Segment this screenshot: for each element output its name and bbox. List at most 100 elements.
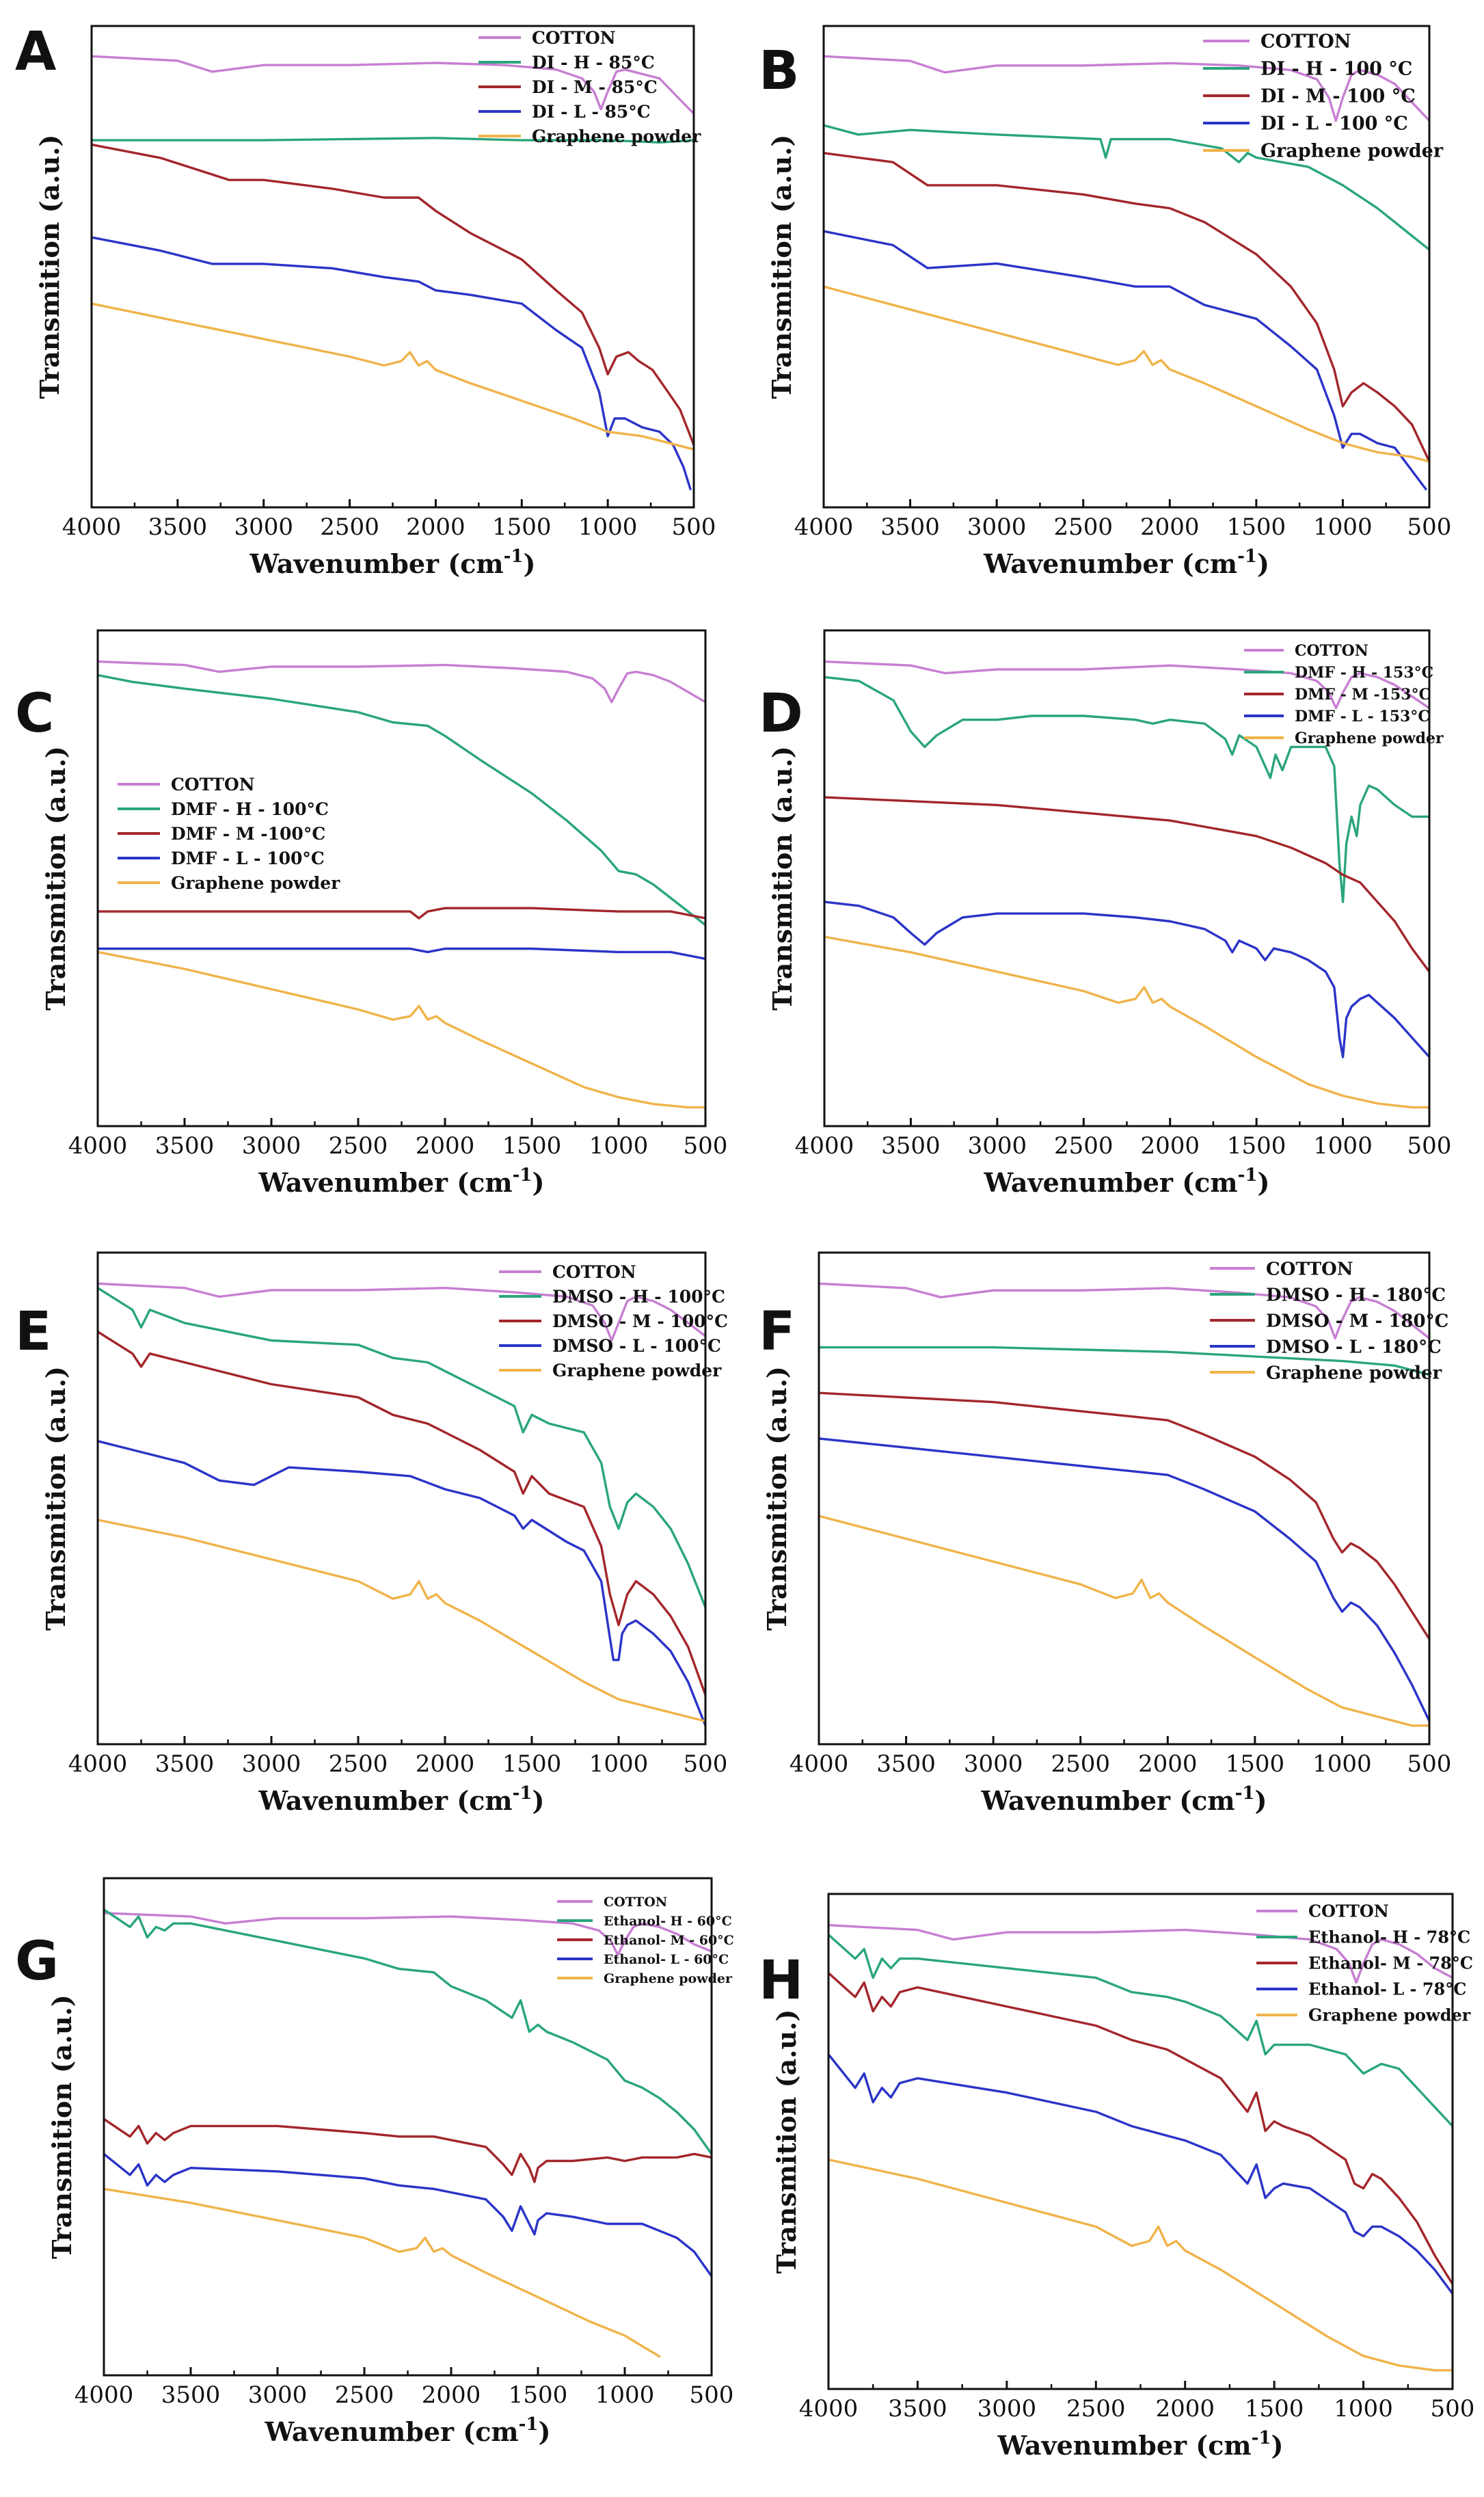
legend-label-graphene: Graphene powder [171, 873, 340, 893]
legend-label-high: Ethanol- H - 78°C [1308, 1927, 1470, 1947]
series-line-high [98, 673, 705, 926]
series-line-high [98, 1287, 705, 1609]
panel-letter: E [15, 1301, 51, 1363]
legend-label-high: DMF - H - 100°C [171, 799, 329, 819]
series-line-medium [98, 907, 705, 920]
x-tick-label: 1500 [1226, 1750, 1285, 1778]
panel-b: B 4000 3500 3000 2500 2000 1500 1000 500 Wavenumb… [759, 25, 1452, 579]
panel-c: C 4000 3500 3000 2500 2000 1500 1000 500 Wavenumb… [15, 629, 727, 1198]
x-axis-title: Wavenumber (cm-1) [258, 1783, 545, 1816]
x-axis-title-superscript: -1 [1252, 2428, 1271, 2448]
legend-label-medium: DI - M - 100 °C [1260, 86, 1416, 107]
legend-label-graphene: Graphene powder [604, 1971, 733, 1986]
panel-a: A 4000 3500 3000 2500 2000 1500 1000 500 Wavenumb… [15, 21, 716, 579]
legend-label-high: DMF - H - 153°C [1295, 664, 1433, 682]
legend: COTTON DMSO - H - 180°C DMSO - M - 180°C DM… [1210, 1259, 1448, 1383]
x-axis-title-superscript: -1 [1237, 546, 1257, 567]
x-axis-title: Wavenumber (cm-1) [997, 2428, 1284, 2461]
x-tick-label: 1000 [1312, 1750, 1372, 1778]
plot-area [819, 1282, 1429, 1727]
x-axis-title-text: Wavenumber (cm [249, 548, 504, 579]
legend-label-cotton: COTTON [1266, 1259, 1353, 1279]
x-axis-title-text: Wavenumber (cm [258, 1785, 513, 1816]
x-axis-title-text: Wavenumber (cm [258, 1167, 513, 1198]
x-axis-title-end: ) [532, 1167, 544, 1198]
plot-area [828, 1923, 1453, 2372]
x-tick-label: 4000 [794, 513, 854, 541]
legend-label-medium: DMF - M -100°C [171, 824, 325, 844]
legend-label-high: DI - H - 85°C [532, 53, 655, 72]
x-tick-label: 2000 [1140, 513, 1200, 541]
x-tick-label: 500 [684, 1750, 728, 1778]
legend-label-high: DMSO - H - 180°C [1266, 1285, 1446, 1305]
x-tick-label: 2500 [335, 2381, 394, 2409]
x-tick-label: 2500 [320, 513, 379, 541]
x-tick-label: 3500 [161, 2381, 221, 2409]
x-axis-title-superscript: -1 [1238, 1165, 1258, 1186]
y-axis-title: Transmition (a.u.) [766, 135, 797, 399]
panel-letter: D [759, 683, 803, 745]
series-line-medium [104, 2118, 712, 2183]
x-tick-label: 3500 [880, 513, 940, 541]
panel-letter: H [759, 1950, 803, 2012]
legend-label-medium: DMF - M -153°C [1295, 686, 1431, 704]
x-tick-label: 1000 [1313, 1132, 1373, 1160]
series-line-low [98, 947, 705, 960]
x-tick-label: 1500 [492, 513, 552, 541]
x-axis-title-text: Wavenumber (cm [983, 548, 1237, 579]
y-axis-title: Transmition (a.u.) [40, 1366, 71, 1631]
series-line-high [104, 1908, 712, 2155]
x-tick-label: 2500 [1053, 513, 1113, 541]
x-tick-label: 4000 [795, 1132, 854, 1160]
series-line-low [92, 236, 692, 491]
legend-label-cotton: COTTON [1260, 31, 1351, 53]
series-line-cotton [104, 1912, 712, 1956]
series-line-high [819, 1346, 1429, 1376]
legend-label-high: Ethanol- H - 60°C [604, 1914, 732, 1929]
x-tick-label: 500 [1407, 513, 1452, 541]
x-tick-label: 3000 [248, 2381, 308, 2409]
plot-area [104, 1908, 712, 2358]
x-tick-label: 3500 [155, 1132, 215, 1160]
legend: COTTON DMF - H - 100°C DMF - M -100°C DMF -… [118, 775, 340, 893]
x-tick-label: 2500 [329, 1132, 388, 1160]
x-tick-label: 3500 [876, 1750, 936, 1778]
x-tick-label: 2000 [1138, 1750, 1198, 1778]
legend-label-cotton: COTTON [552, 1262, 636, 1282]
x-tick-label: 1500 [502, 1750, 562, 1778]
x-tick-label: 4000 [68, 1750, 128, 1778]
y-axis-title: Transmition (a.u.) [34, 135, 65, 399]
legend: COTTON DMSO - H - 100°C DMSO - M - 100°C DM… [499, 1262, 728, 1380]
x-tick-label: 1000 [1334, 2395, 1393, 2422]
legend-label-medium: Ethanol- M - 78°C [1308, 1953, 1473, 1973]
x-axis-title: Wavenumber (cm-1) [265, 2414, 551, 2447]
x-tick-label: 500 [690, 2381, 734, 2409]
x-tick-label: 2000 [416, 1750, 475, 1778]
legend-label-cotton: COTTON [532, 28, 616, 48]
x-tick-label: 4000 [62, 513, 122, 541]
x-tick-label: 500 [672, 513, 716, 541]
x-axis-title-text: Wavenumber (cm [984, 1167, 1238, 1198]
panel-g: G 4000 3500 3000 2500 2000 1500 1000 500 Wavenumb… [15, 1877, 734, 2447]
legend-label-cotton: COTTON [171, 775, 255, 794]
x-axis-title-superscript: -1 [519, 2414, 539, 2435]
plot-area [98, 1282, 705, 1727]
x-axis-title: Wavenumber (cm-1) [983, 546, 1269, 579]
series-line-graphene [104, 2187, 661, 2358]
x-tick-label: 1500 [1227, 513, 1286, 541]
x-tick-label: 2000 [416, 1132, 475, 1160]
legend-label-low: DMSO - L - 180°C [1266, 1337, 1442, 1357]
x-axis-title-superscript: -1 [1235, 1783, 1255, 1804]
legend: COTTON DI - H - 100 °C DI - M - 100 °C DI -… [1203, 31, 1444, 162]
x-tick-label: 3500 [881, 1132, 941, 1160]
panel-h: H 4000 3500 3000 2500 2000 1500 1000 500 Wavenumb… [759, 1893, 1474, 2461]
x-axis-title: Wavenumber (cm-1) [981, 1783, 1267, 1816]
x-axis-title-end: ) [1254, 1785, 1267, 1816]
x-axis-title-end: ) [523, 548, 535, 579]
series-line-cotton [824, 55, 1429, 122]
x-axis-title-superscript: -1 [513, 1165, 532, 1186]
legend-label-cotton: COTTON [1308, 1901, 1389, 1921]
series-line-graphene [92, 302, 694, 451]
x-axis-title-superscript: -1 [504, 546, 524, 567]
legend-label-low: Ethanol- L - 60°C [604, 1952, 729, 1967]
